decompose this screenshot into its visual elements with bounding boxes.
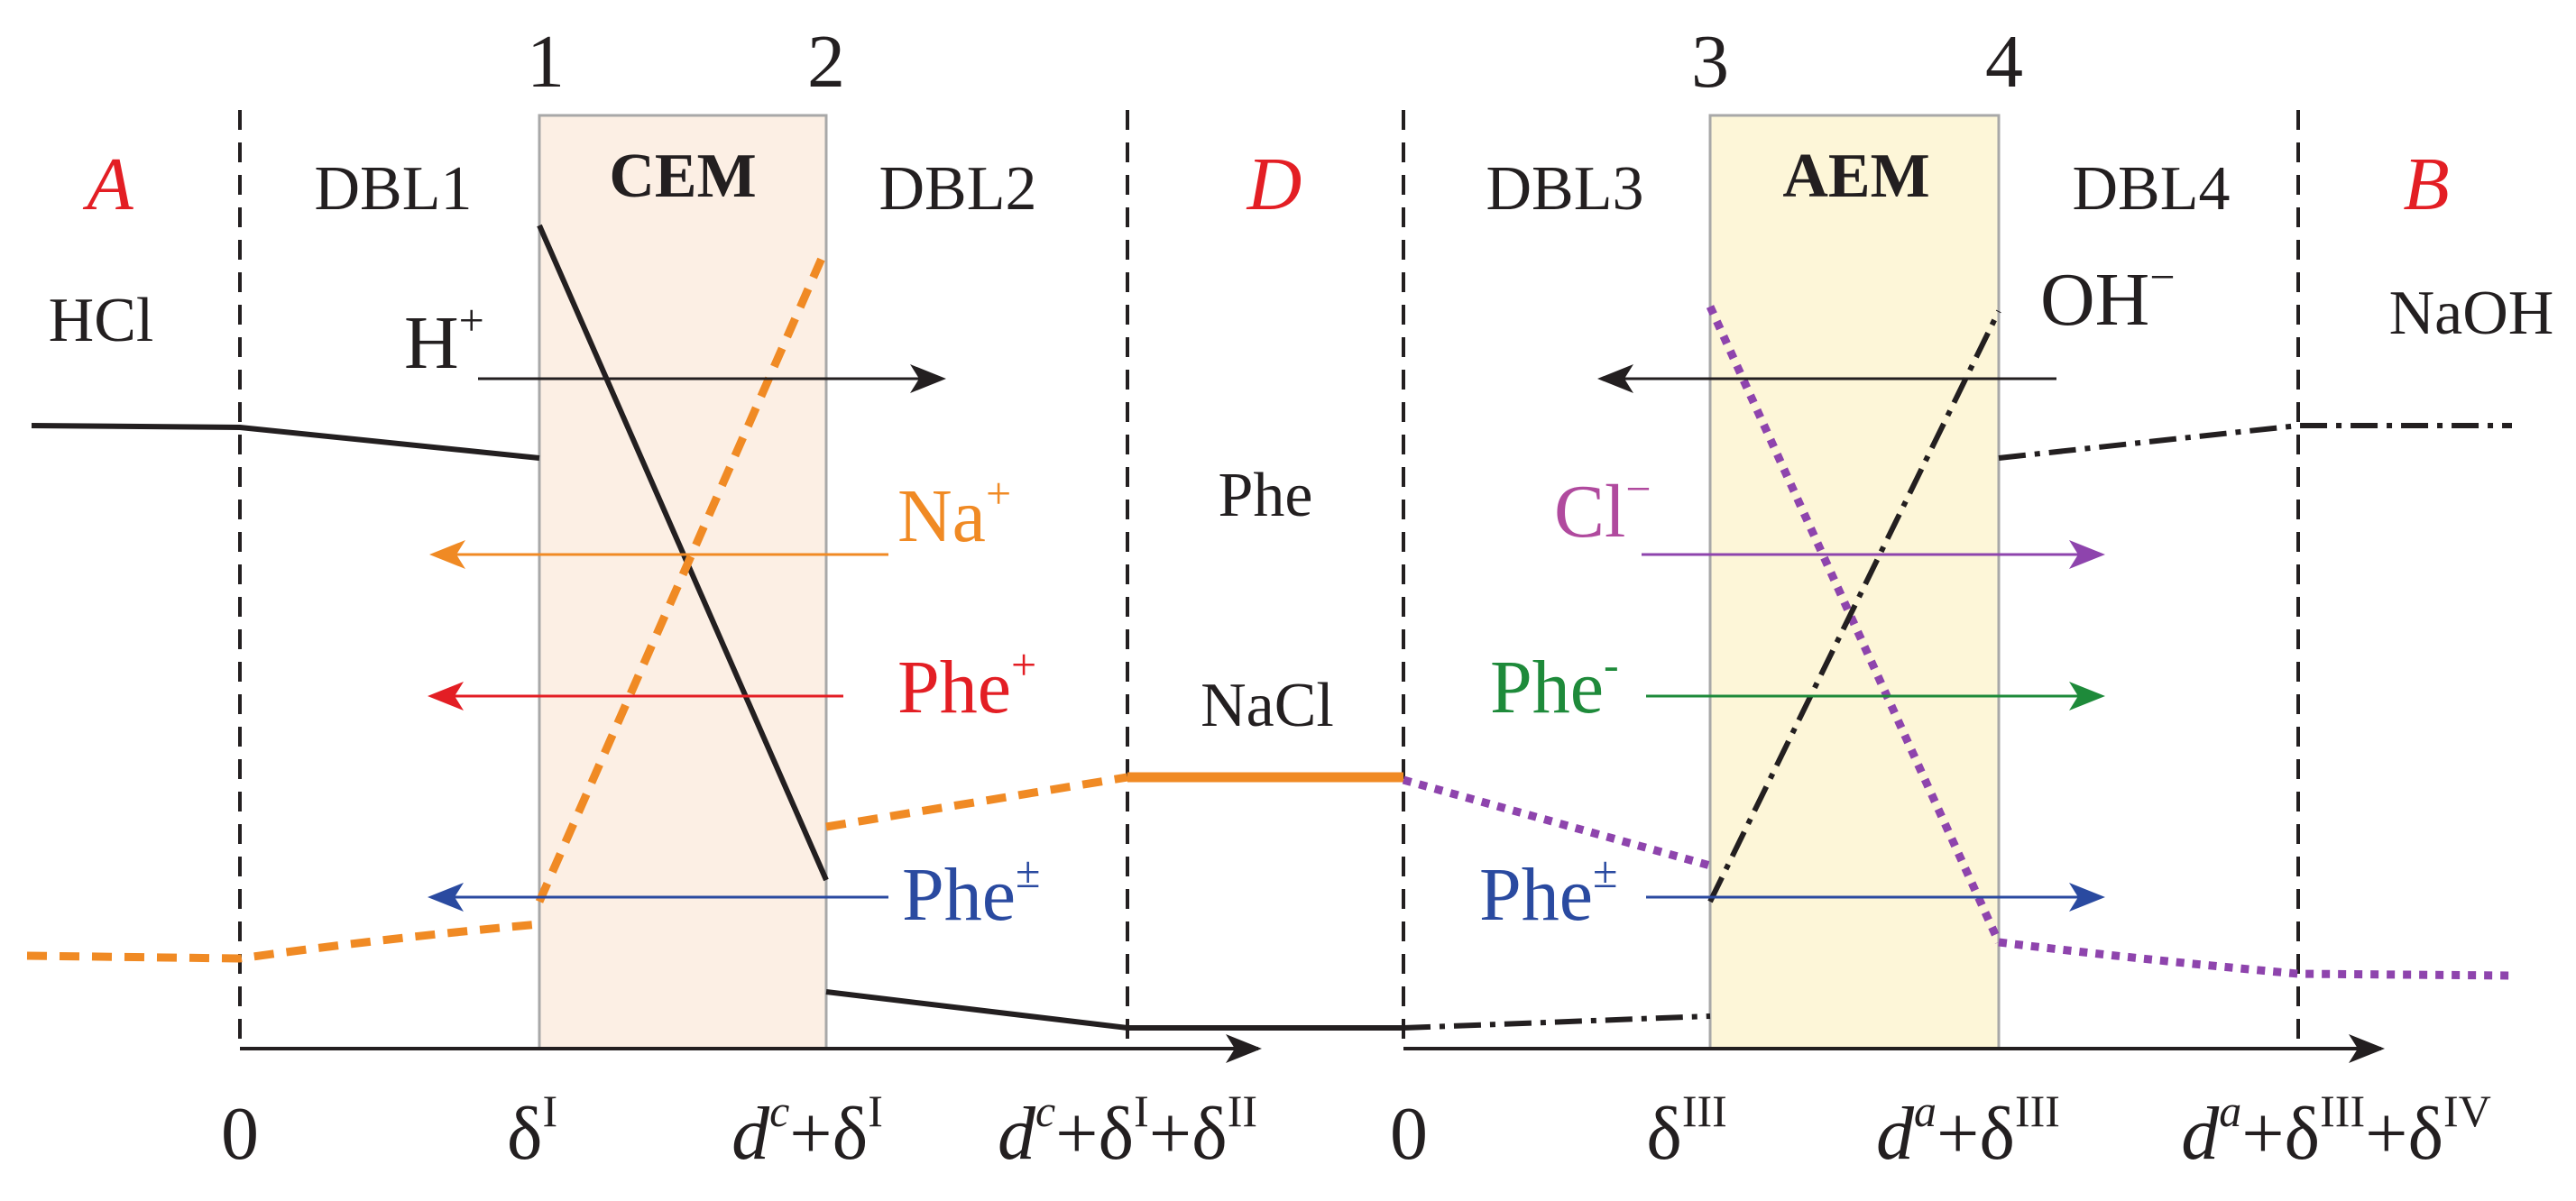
- region-a-label: A: [82, 142, 133, 226]
- axis-delta-iii: δIII: [1646, 1086, 1727, 1176]
- aem-membrane: [1708, 114, 2001, 1050]
- axis-delta-i: δI: [507, 1086, 557, 1176]
- oh-ion-label: OH−: [2040, 252, 2176, 342]
- region-d-label: D: [1247, 142, 1302, 226]
- cl-profile-aem: [1706, 305, 2003, 944]
- oh-profile-right: [1998, 423, 2512, 461]
- interface-2-label: 2: [807, 20, 845, 104]
- axis-da-delta-iii-iv: da+δIII+δIV: [2181, 1086, 2491, 1176]
- region-dbl2-label: DBL2: [879, 154, 1037, 224]
- interface-4-label: 4: [1985, 20, 2023, 104]
- axis-zero-left: 0: [221, 1092, 259, 1176]
- cl-profile-dbl3: [1402, 775, 1712, 870]
- axis-zero-right: 0: [1390, 1092, 1428, 1176]
- region-boundaries: [238, 110, 2300, 1049]
- phe-zw-right-ion-label: Phe±: [1479, 847, 1617, 937]
- cl-profile-right: [1998, 938, 2513, 980]
- na-profile-left: [26, 920, 540, 963]
- right-solution-label: NaOH: [2389, 279, 2554, 348]
- region-b-label: B: [2403, 142, 2449, 226]
- left-solution-label: HCl: [49, 286, 154, 355]
- h-ion-label: H+: [404, 295, 484, 385]
- interface-3-label: 3: [1691, 20, 1729, 104]
- oh-profile-left: [1403, 1013, 1711, 1031]
- na-profile-dbl2: [825, 773, 1128, 831]
- region-dbl4-label: DBL4: [2073, 154, 2231, 224]
- nacl-solution-label: NaCl: [1201, 671, 1334, 740]
- axis-dc-delta-i: dc+δI: [731, 1086, 883, 1176]
- h-profile-cem: [537, 224, 829, 882]
- axis-dc-delta-i-ii: dc+δI+δII: [998, 1086, 1257, 1176]
- axis-da-delta-iii: da+δIII: [1876, 1086, 2060, 1176]
- region-dbl3-label: DBL3: [1486, 154, 1644, 224]
- region-aem-label: AEM: [1782, 142, 1929, 211]
- phe-solution-label: Phe: [1219, 461, 1313, 530]
- interface-1-label: 1: [527, 20, 565, 104]
- phe-minus-ion-label: Phe-: [1490, 639, 1619, 729]
- phe-zw-left-ion-label: Phe±: [902, 847, 1040, 937]
- oh-profile-aem: [1707, 309, 2001, 903]
- h-profile-right: [825, 989, 1403, 1031]
- na-ion-label: Na+: [897, 468, 1011, 558]
- cem-membrane: [538, 114, 828, 1050]
- region-dbl1-label: DBL1: [315, 154, 473, 224]
- cl-ion-label: Cl−: [1554, 463, 1651, 554]
- region-cem-label: CEM: [609, 142, 756, 211]
- phe-plus-ion-label: Phe+: [897, 639, 1036, 729]
- h-profile-left: [31, 423, 540, 461]
- na-profile-cem: [535, 246, 831, 903]
